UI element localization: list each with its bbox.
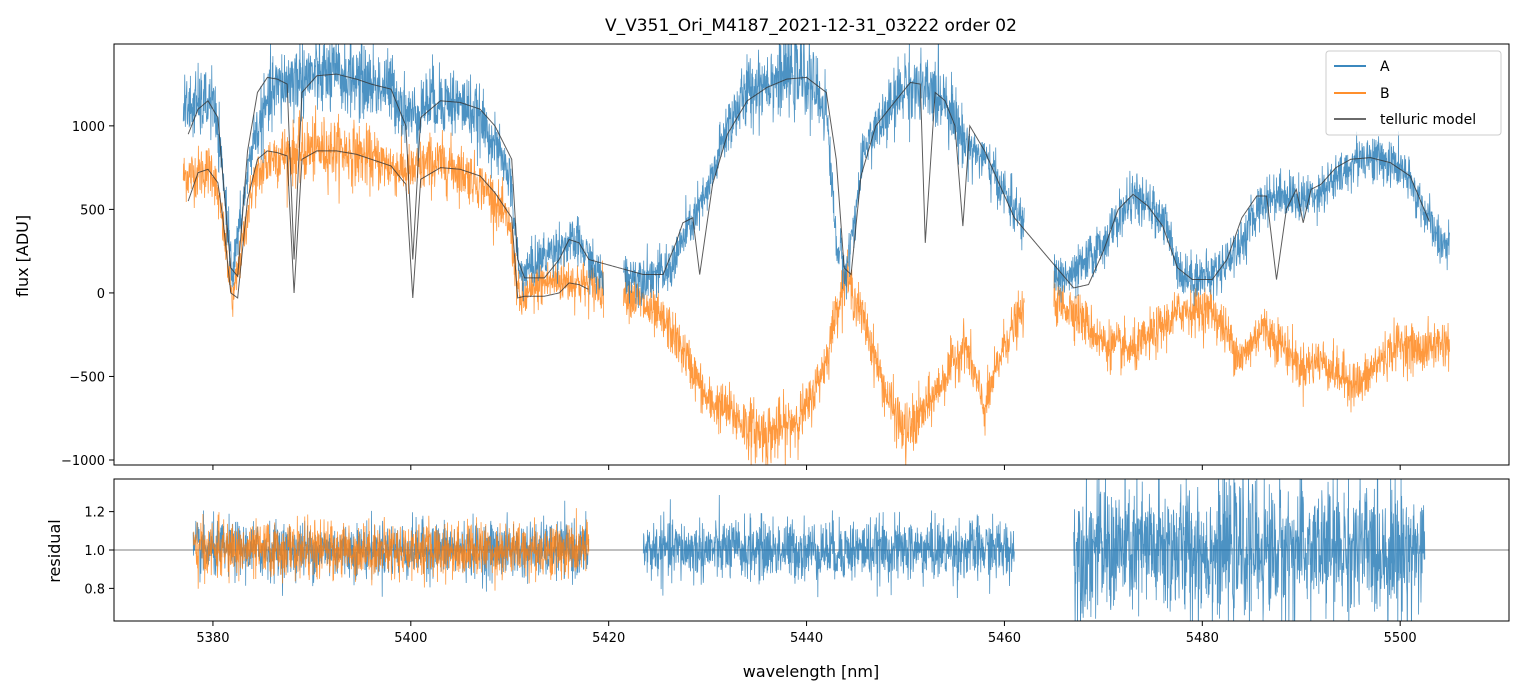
series-a-line-seg-1 [182,44,604,302]
telluric-model-line-a [187,73,1430,289]
legend-box [1325,50,1502,136]
residual-a-seg-2 [642,494,1015,598]
residual-series-group [114,479,1509,621]
residual-y-axis-label: residual [45,519,64,582]
series-b-line-seg-2 [623,249,1025,465]
x-tick-label: 5500 [1384,631,1417,646]
flux-y-axis-label: flux [ADU] [13,215,32,297]
residual-x-ticks: 5380 5400 5420 5440 5460 5480 5500 [196,621,1417,646]
flux-y-tick-label: −500 [69,370,105,385]
residual-a-seg-3 [1073,479,1426,621]
x-tick-label: 5380 [196,631,229,646]
residual-b-seg-1 [192,508,590,591]
x-tick-label: 5440 [790,631,823,646]
flux-series-group [182,44,1450,465]
legend-label-telluric: telluric model [1380,112,1476,128]
flux-y-tick-label: −1000 [61,454,105,469]
residual-y-ticks: 0.8 1.0 1.2 [84,506,114,597]
x-tick-label: 5420 [592,631,625,646]
x-tick-label: 5460 [988,631,1021,646]
telluric-model-line-b [187,150,589,299]
flux-y-tick-label: 1000 [72,120,105,135]
flux-y-ticks: −1000 −500 0 500 1000 [61,120,114,469]
series-a-line-seg-2 [623,44,1025,308]
x-axis-label: wavelength [nm] [743,662,880,681]
series-a-line-seg-3 [1053,131,1450,307]
x-tick-label: 5400 [394,631,427,646]
x-tick-label: 5480 [1186,631,1219,646]
residual-y-tick-label: 0.8 [84,582,105,597]
legend-label-a: A [1380,59,1390,75]
residual-y-tick-label: 1.0 [84,544,105,559]
flux-panel: −1000 −500 0 500 1000 flux [ADU] A B telluri… [13,43,1510,470]
chart-title: V_V351_Ori_M4187_2021-12-31_03222 order … [605,16,1017,36]
flux-y-tick-label: 500 [80,203,105,218]
flux-axes-frame [113,43,1510,466]
residual-y-tick-label: 1.2 [84,506,105,521]
flux-y-tick-label: 0 [97,287,105,302]
legend-label-b: B [1380,86,1390,102]
legend: A B telluric model [1325,50,1502,136]
flux-x-ticks [212,465,1401,470]
residual-panel: 0.8 1.0 1.2 5380 5400 5420 5440 5460 5480 5500 r… [45,478,1510,646]
series-b-line-seg-3 [1053,270,1450,413]
